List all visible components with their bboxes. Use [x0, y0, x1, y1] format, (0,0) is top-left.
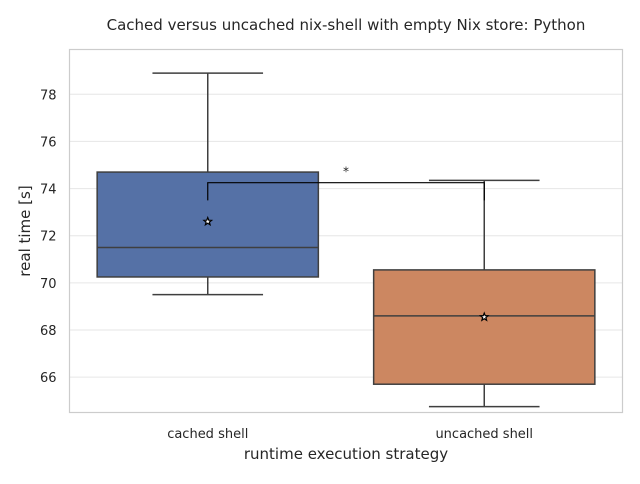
y-tick-label: 70: [40, 277, 57, 292]
x-tick-labels: cached shell uncached shell: [167, 427, 533, 442]
mean-marker: [202, 215, 214, 227]
box-1: [372, 179, 596, 408]
x-axis-label: runtime execution strategy: [244, 445, 448, 463]
plot-frame: [68, 48, 624, 414]
chart-title: Cached versus uncached nix-shell with em…: [107, 16, 586, 34]
y-tick-label: 72: [40, 230, 57, 245]
mean-marker: [478, 311, 490, 322]
significance-bracket: [207, 182, 485, 201]
x-tick-label: cached shell: [167, 427, 248, 442]
box-body: [372, 269, 596, 385]
y-axis-label: real time [s]: [16, 185, 34, 276]
y-tick-label: 76: [40, 135, 57, 150]
significance-annotation: *: [207, 165, 485, 201]
y-tick-label: 68: [40, 324, 57, 339]
y-tick-label: 74: [40, 183, 57, 198]
y-tick-label: 66: [40, 371, 57, 386]
significance-label: *: [343, 165, 349, 179]
y-tick-labels: 66 68 70 72 74 76 78: [40, 88, 57, 386]
x-tick-label: uncached shell: [435, 427, 533, 442]
y-tick-label: 78: [40, 88, 57, 103]
